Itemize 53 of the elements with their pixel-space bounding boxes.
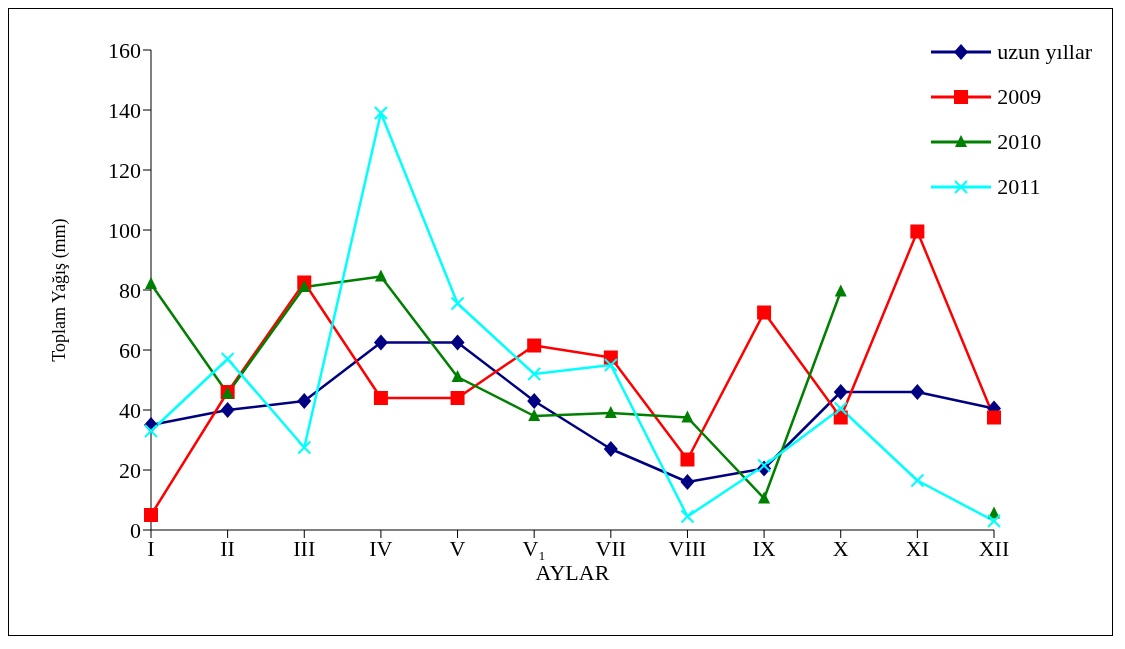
point xyxy=(373,391,388,405)
point xyxy=(297,393,312,409)
x-tick-label: IX xyxy=(752,535,776,561)
point xyxy=(833,384,848,400)
point xyxy=(450,391,465,405)
point xyxy=(528,409,541,421)
point xyxy=(910,224,925,239)
y-tick-label: 0 xyxy=(130,517,141,543)
point xyxy=(298,280,311,292)
x-tick-label: XII xyxy=(978,535,1010,561)
x-tick-label: I xyxy=(147,535,155,561)
y-tick-label: 160 xyxy=(108,37,141,63)
point xyxy=(834,284,847,297)
x-tick-label: VII xyxy=(595,535,627,561)
x-tick-label: V₁ xyxy=(522,535,546,561)
legend-label: 2010 xyxy=(997,128,1042,155)
legend-label: 2009 xyxy=(997,83,1042,110)
point xyxy=(604,406,617,418)
x-tick-label: IV xyxy=(369,535,393,561)
x-tick-label: X xyxy=(832,535,849,561)
y-tick-label: 60 xyxy=(119,337,141,363)
y-tick-label: 120 xyxy=(108,157,141,183)
legend-label: uzun yıllar xyxy=(997,38,1092,65)
y-tick-label: 100 xyxy=(108,217,141,243)
point xyxy=(527,393,542,409)
point xyxy=(450,334,465,351)
x-tick-label: XI xyxy=(905,535,929,561)
x-tick-label: III xyxy=(293,535,316,561)
x-tick-label: V xyxy=(449,535,466,561)
point xyxy=(373,334,388,351)
point xyxy=(680,474,695,490)
y-tick-label: 140 xyxy=(108,97,141,123)
point xyxy=(910,384,925,400)
point xyxy=(145,277,157,289)
point xyxy=(527,338,542,353)
legend-label: 2011 xyxy=(997,173,1041,200)
point xyxy=(144,508,158,522)
point xyxy=(451,370,464,382)
point xyxy=(374,269,387,282)
point xyxy=(758,491,771,504)
y-axis-title: Toplam Yağış (mm) xyxy=(49,218,71,362)
point xyxy=(757,305,772,320)
y-tick-label: 20 xyxy=(119,457,141,483)
x-axis-title: AYLAR xyxy=(535,560,610,585)
point xyxy=(220,402,235,418)
point xyxy=(681,410,694,423)
x-tick-label: VIII xyxy=(668,535,707,561)
x-tick-label: II xyxy=(220,535,235,561)
y-tick-label: 80 xyxy=(119,277,141,303)
point xyxy=(603,441,618,457)
y-tick-label: 40 xyxy=(119,397,141,423)
point xyxy=(680,452,695,467)
point xyxy=(987,410,1001,425)
